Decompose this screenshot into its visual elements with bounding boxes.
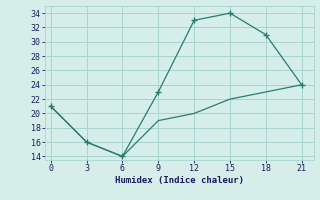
X-axis label: Humidex (Indice chaleur): Humidex (Indice chaleur) (115, 176, 244, 185)
